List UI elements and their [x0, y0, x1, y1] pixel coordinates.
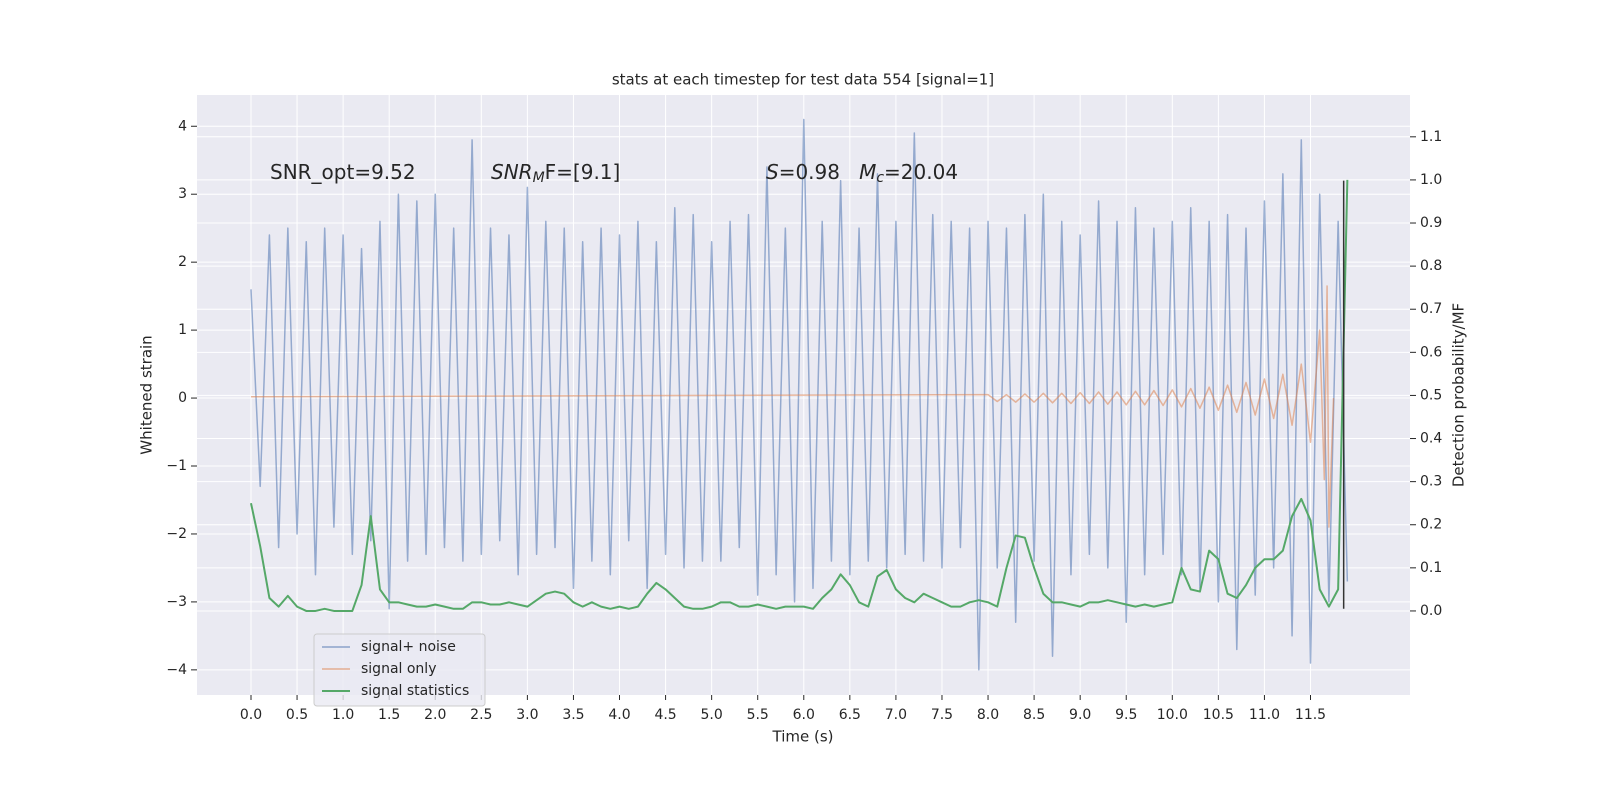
x-tick-label: 11.0 [1249, 707, 1280, 723]
x-tick-label: 9.0 [1069, 707, 1091, 723]
x-axis-label: Time (s) [772, 728, 834, 746]
x-tick-label: 3.5 [562, 707, 584, 723]
annotation-part: c [876, 170, 884, 186]
annotations: SNR_opt=9.52 SNRMF=[9.1] S=0.98 Mc=20.04 [270, 160, 958, 187]
y2-tick-label: 1.0 [1420, 172, 1442, 188]
y2-tick-label: 0.4 [1420, 431, 1442, 447]
x-tick-label: 1.5 [378, 707, 400, 723]
y-tick-label: −4 [166, 662, 187, 678]
legend-box [313, 633, 486, 707]
x-tick-label: 2.0 [424, 707, 446, 723]
legend-label: signal only [361, 661, 436, 677]
x-tick-label: 4.5 [654, 707, 676, 723]
y2-tick-label: 0.2 [1420, 517, 1442, 533]
x-tick-label: 6.5 [839, 707, 861, 723]
x-tick-label: 9.5 [1115, 707, 1137, 723]
y2-tick-label: 0.8 [1420, 258, 1442, 274]
annotation-part: SNR [491, 160, 533, 184]
annotation: S=0.98 Mc=20.04 [766, 160, 958, 187]
x-tick-label: 1.0 [332, 707, 354, 723]
y-tick-label: 4 [178, 118, 187, 134]
y2-tick-label: 0.3 [1420, 474, 1442, 490]
annotation-part: F=[9.1] [545, 160, 621, 184]
y2-tick-label: 0.1 [1420, 560, 1442, 576]
y-tick-label: −2 [166, 526, 187, 542]
annotation: SNR_opt=9.52 [270, 160, 416, 184]
y2-tick-label: 0.7 [1420, 301, 1442, 317]
series-line [250, 118, 1349, 671]
marks [250, 118, 1349, 671]
y-tick-label: −3 [166, 594, 187, 610]
series-line [250, 285, 1335, 528]
y2-tick-label: 0.9 [1420, 215, 1442, 231]
legend: signal+ noise signal only signal statistic… [313, 633, 486, 707]
y-tick-label: −1 [166, 458, 187, 474]
y2-tick-label: 0.5 [1420, 387, 1442, 403]
y2-axis-label: Detection probability/MF [1450, 303, 1468, 487]
x-tick-label: 7.0 [885, 707, 907, 723]
x-tick-label: 8.5 [1023, 707, 1045, 723]
x-tick-label: 5.0 [701, 707, 723, 723]
x-tick-label: 3.0 [516, 707, 538, 723]
y2-tick-label: 1.1 [1420, 129, 1442, 145]
x-tick-label: 2.5 [470, 707, 492, 723]
y-axis-label: Whitened strain [138, 335, 156, 454]
y2-tick-label: 0.6 [1420, 344, 1442, 360]
y-tick-label: 0 [178, 390, 187, 406]
annotation-part: =0.98 [779, 160, 859, 184]
annotation-part: M [859, 160, 876, 184]
x-tick-label: 8.0 [977, 707, 999, 723]
legend-label: signal+ noise [361, 639, 456, 655]
x-tick-label: 4.0 [608, 707, 630, 723]
x-tick-label: 11.5 [1295, 707, 1326, 723]
annotation: SNRMF=[9.1] [491, 160, 620, 187]
legend-label: signal statistics [361, 683, 469, 699]
x-tick-label: 6.0 [793, 707, 815, 723]
annotation-part: M [533, 170, 545, 186]
x-tick-label: 0.5 [286, 707, 308, 723]
x-tick-label: 5.5 [747, 707, 769, 723]
series-line [250, 179, 1349, 612]
y-tick-label: 2 [178, 254, 187, 270]
x-tick-label: 10.0 [1157, 707, 1188, 723]
x-tick-label: 10.5 [1203, 707, 1234, 723]
x-tick-label: 0.0 [240, 707, 262, 723]
y-tick-label: 3 [178, 186, 187, 202]
annotation-part: S [766, 160, 779, 184]
annotation-part: =20.04 [884, 160, 958, 184]
x-tick-label: 7.5 [931, 707, 953, 723]
annotation-part: SNR_opt=9.52 [270, 160, 416, 184]
y2-tick-label: 0.0 [1420, 603, 1442, 619]
chart-title: stats at each timestep for test data 554… [612, 71, 994, 89]
y-tick-label: 1 [178, 322, 187, 338]
